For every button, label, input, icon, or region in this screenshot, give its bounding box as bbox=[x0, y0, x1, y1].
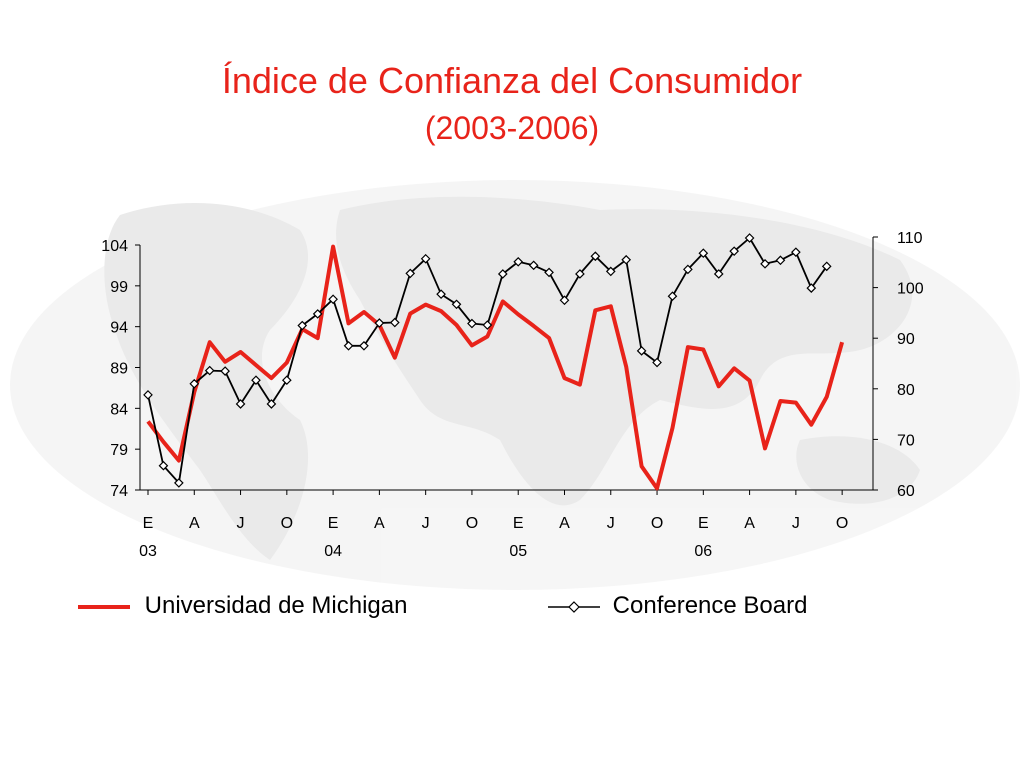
conference-data-point bbox=[775, 255, 786, 266]
conference-data-point bbox=[590, 251, 601, 262]
conference-data-point bbox=[636, 346, 647, 356]
conference-data-point bbox=[744, 233, 755, 243]
conference-data-point bbox=[467, 318, 477, 329]
left-tick-label: 79 bbox=[110, 442, 128, 459]
x-tick-label: E bbox=[143, 515, 154, 532]
conference-data-point bbox=[251, 375, 261, 386]
right-tick-label: 110 bbox=[897, 230, 923, 247]
x-tick-label: O bbox=[466, 515, 478, 532]
conference-data-point bbox=[297, 320, 308, 331]
conference-data-point bbox=[698, 248, 709, 259]
legend-red-line-icon bbox=[78, 604, 130, 609]
conference-data-point bbox=[189, 378, 200, 389]
conference-data-point bbox=[605, 266, 616, 277]
x-year-label: 06 bbox=[694, 543, 712, 560]
x-year-label: 05 bbox=[509, 543, 527, 560]
right-tick-label: 60 bbox=[897, 483, 915, 500]
x-tick-label: E bbox=[328, 515, 339, 532]
conference-data-point bbox=[544, 267, 554, 278]
x-tick-label: J bbox=[607, 515, 615, 532]
conference-data-point bbox=[220, 366, 230, 376]
x-tick-label: A bbox=[374, 515, 385, 532]
conference-data-point bbox=[158, 460, 169, 471]
right-tick-label: 80 bbox=[897, 382, 915, 399]
conference-data-point bbox=[420, 253, 431, 264]
conference-data-point bbox=[281, 375, 292, 386]
legend-diamond-line-icon bbox=[548, 600, 600, 613]
conference-data-point bbox=[204, 365, 215, 376]
conference-data-point bbox=[729, 246, 740, 257]
left-tick-label: 89 bbox=[110, 361, 128, 378]
conference-data-point bbox=[821, 261, 832, 272]
conference-data-point bbox=[760, 258, 770, 269]
x-year-label: 03 bbox=[139, 543, 157, 560]
conference-data-point bbox=[806, 283, 817, 293]
conference-data-point bbox=[174, 478, 184, 488]
conference-data-point bbox=[266, 399, 277, 409]
right-tick-label: 90 bbox=[897, 331, 915, 348]
x-tick-label: E bbox=[513, 515, 524, 532]
conference-data-point bbox=[312, 309, 323, 319]
left-tick-label: 104 bbox=[101, 238, 128, 255]
conference-data-point bbox=[713, 269, 724, 279]
conference-data-point bbox=[389, 317, 400, 328]
conference-data-point bbox=[575, 269, 585, 279]
conference-data-point bbox=[436, 289, 446, 300]
x-year-label: 04 bbox=[324, 543, 342, 560]
legend-michigan-label: Universidad de Michigan bbox=[144, 592, 408, 619]
x-tick-label: A bbox=[559, 515, 570, 532]
x-tick-label: J bbox=[237, 515, 245, 532]
conference-data-point bbox=[621, 254, 632, 265]
conference-data-point bbox=[143, 390, 153, 400]
conference-data-point bbox=[559, 295, 570, 306]
x-tick-label: O bbox=[836, 515, 848, 532]
x-tick-label: O bbox=[651, 515, 663, 532]
right-tick-label: 100 bbox=[897, 281, 924, 298]
michigan-series-line bbox=[146, 244, 845, 491]
conference-data-point bbox=[652, 357, 662, 368]
x-tick-label: O bbox=[281, 515, 293, 532]
chart-title: Índice de Confianza del Consumidor bbox=[221, 60, 803, 101]
conference-data-point bbox=[513, 256, 524, 267]
left-tick-label: 74 bbox=[110, 483, 128, 500]
conference-data-point bbox=[343, 340, 354, 351]
x-tick-label: A bbox=[744, 515, 755, 532]
conference-data-point bbox=[667, 291, 678, 302]
x-tick-label: E bbox=[698, 515, 709, 532]
x-tick-label: A bbox=[189, 515, 200, 532]
conference-data-point bbox=[374, 318, 385, 328]
left-tick-label: 99 bbox=[110, 279, 128, 296]
conference-data-point bbox=[528, 260, 539, 271]
legend-item-michigan: Universidad de Michigan bbox=[78, 592, 407, 620]
conference-data-point bbox=[405, 268, 416, 279]
x-tick-label: J bbox=[792, 515, 800, 532]
right-tick-label: 70 bbox=[897, 432, 915, 449]
chart-subtitle: (2003-2006) bbox=[424, 110, 600, 146]
conference-data-point bbox=[359, 340, 369, 351]
conference-data-point bbox=[482, 320, 493, 330]
conference-data-point bbox=[328, 294, 338, 305]
legend-item-conference: Conference Board bbox=[548, 592, 807, 620]
legend-conference-label: Conference Board bbox=[612, 592, 808, 619]
conference-data-point bbox=[791, 247, 801, 258]
conference-data-point bbox=[497, 269, 508, 279]
conference-data-point bbox=[683, 264, 693, 275]
left-tick-label: 94 bbox=[110, 320, 128, 337]
left-tick-label: 84 bbox=[110, 401, 128, 418]
conference-data-point bbox=[451, 299, 462, 310]
conference-data-point bbox=[235, 399, 246, 409]
x-tick-label: J bbox=[422, 515, 430, 532]
